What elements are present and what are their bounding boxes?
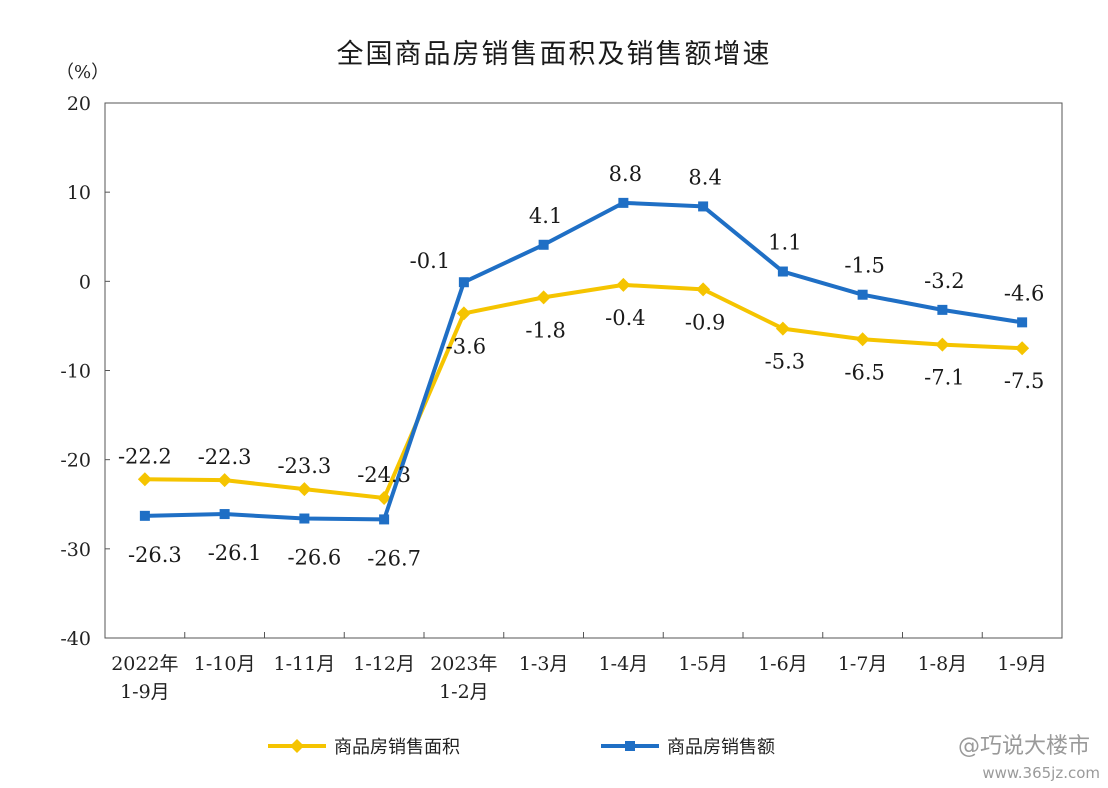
data-point-marker (458, 277, 469, 288)
y-axis-unit: （%） (56, 62, 110, 83)
data-point-marker (297, 482, 312, 497)
data-point-marker (137, 472, 152, 487)
data-label: 1.1 (768, 231, 801, 255)
x-tick-label: 1-5月 (678, 653, 728, 675)
x-tick-label: 2022年 1-9月 (111, 653, 178, 703)
data-point-marker (1015, 341, 1030, 356)
data-label: -0.9 (685, 310, 726, 334)
data-labels: -22.2 -22.3 -23.3 -24.3 -3.6 -1.8 -0.4 -0.9 -5.3… (118, 162, 1044, 571)
data-point-marker (777, 266, 788, 277)
watermark-text: @巧说大楼市 (957, 734, 1090, 759)
data-point-marker (775, 321, 790, 336)
data-point-marker (377, 491, 392, 506)
data-label: -1.5 (844, 254, 885, 278)
data-label: 4.1 (529, 204, 562, 228)
data-point-marker (456, 306, 471, 321)
data-label: -26.7 (367, 546, 421, 570)
x-tick-label: 1-8月 (918, 653, 968, 675)
chart-title: 全国商品房销售面积及销售额增速 (336, 39, 772, 70)
data-label: -4.6 (1004, 281, 1045, 305)
data-point-marker (139, 510, 150, 521)
data-point-marker (857, 289, 868, 300)
x-tick-label: 1-7月 (838, 653, 888, 675)
data-label: -7.1 (924, 366, 965, 390)
x-tick-label: 1-9月 (997, 653, 1047, 675)
data-label: -26.3 (128, 543, 182, 567)
data-label: 8.8 (609, 162, 642, 186)
data-label: -22.2 (118, 444, 172, 468)
data-label: -3.6 (446, 334, 487, 358)
x-tick-label: 1-4月 (599, 653, 649, 675)
x-tick-label: 1-11月 (274, 653, 336, 675)
legend-label: 商品房销售面积 (334, 737, 460, 758)
data-point-marker (696, 282, 711, 297)
y-tick-label: 20 (67, 93, 91, 115)
data-point-marker (538, 239, 549, 250)
x-tick-label: 1-3月 (519, 653, 569, 675)
watermark-url: www.365jz.com (982, 764, 1100, 782)
y-tick-label: -40 (60, 628, 91, 650)
data-point-marker (299, 513, 310, 524)
legend-label: 商品房销售额 (667, 737, 775, 758)
y-tick-label: -30 (60, 539, 91, 561)
data-point-marker (379, 514, 390, 525)
data-point-marker (219, 509, 230, 520)
data-point-marker (618, 197, 629, 208)
series-lines (137, 197, 1030, 525)
y-tick-label: -20 (60, 450, 91, 472)
y-axis: 20 10 0 -10 -20 -30 -40 (60, 93, 110, 650)
data-label: -26.6 (287, 546, 341, 570)
data-label: -3.2 (924, 269, 965, 293)
series-line-0 (144, 282, 1023, 501)
data-label: 8.4 (688, 165, 721, 189)
data-label: -22.3 (198, 445, 252, 469)
data-label: -24.3 (357, 463, 411, 487)
y-tick-label: 0 (79, 271, 91, 293)
data-label: -1.8 (525, 318, 566, 342)
data-point-marker (1017, 317, 1028, 328)
data-point-marker (935, 337, 950, 352)
y-tick-label: 10 (67, 182, 91, 204)
data-label: -23.3 (277, 454, 331, 478)
y-tick-label: -10 (60, 361, 91, 383)
legend-marker (625, 741, 635, 751)
data-point-marker (217, 473, 232, 488)
x-tick-label: 2023年 1-2月 (430, 653, 497, 703)
data-label: -7.5 (1004, 369, 1045, 393)
x-tick-label: 1-12月 (353, 653, 415, 675)
data-point-marker (536, 290, 551, 305)
data-label: -26.1 (208, 541, 262, 565)
data-point-marker (855, 332, 870, 347)
x-axis: 2022年 1-9月 1-10月 1-11月 1-12月 2023年 1-2月 1-3月 1-4… (111, 632, 1047, 703)
series-line-1 (144, 200, 1023, 522)
data-label: -5.3 (765, 350, 806, 374)
data-label: -0.1 (410, 249, 451, 273)
legend: 商品房销售面积 商品房销售额 (268, 737, 775, 758)
legend-marker (290, 739, 304, 753)
data-point-marker (698, 201, 709, 212)
x-tick-label: 1-10月 (194, 653, 256, 675)
data-label: -0.4 (605, 306, 646, 330)
data-label: -6.5 (844, 360, 885, 384)
data-point-marker (616, 277, 631, 292)
data-point-marker (937, 304, 948, 315)
x-tick-label: 1-6月 (758, 653, 808, 675)
